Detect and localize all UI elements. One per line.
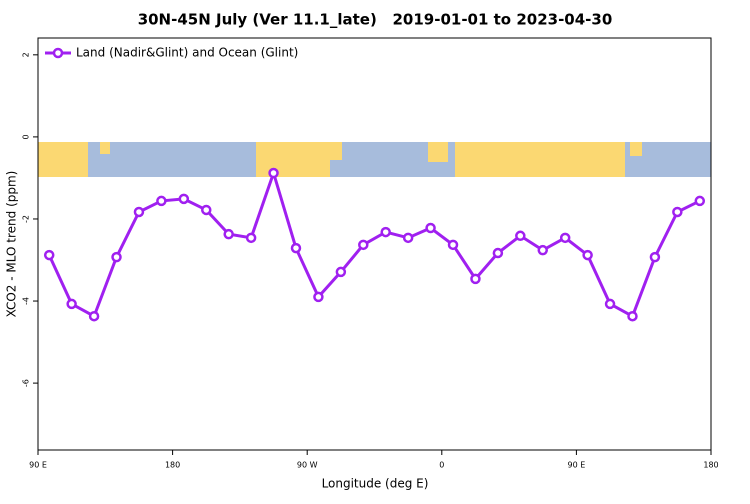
data-point <box>604 298 616 310</box>
legend-label: Land (Nadir&Glint) and Ocean (Glint) <box>76 46 298 60</box>
plot-frame <box>37 37 712 451</box>
data-point <box>313 291 324 303</box>
x-tick-label: 180 <box>165 461 180 470</box>
data-point <box>133 206 145 218</box>
data-point <box>245 232 257 244</box>
y-tick-label: 0 <box>22 134 31 139</box>
y-axis-label: XCO2 - MLO trend (ppm) <box>5 171 19 318</box>
data-point <box>582 249 593 261</box>
x-axis-label: Longitude (deg E) <box>322 477 429 491</box>
data-point <box>223 228 234 240</box>
data-point <box>201 204 212 216</box>
data-point <box>447 239 459 251</box>
data-point <box>178 193 190 205</box>
x-tick-label: 90 E <box>568 461 586 470</box>
data-point <box>470 273 481 285</box>
data-point <box>559 232 571 244</box>
chart-title: 30N-45N July (Ver 11.1_late) 2019-01-01 … <box>138 11 613 29</box>
data-point <box>649 251 661 263</box>
data-point <box>358 239 369 251</box>
data-point <box>380 226 391 238</box>
data-point <box>43 249 55 261</box>
data-point <box>402 232 414 244</box>
x-tick-label: 90 E <box>29 461 47 470</box>
y-tick-label: 2 <box>22 52 31 57</box>
map-strip <box>38 142 711 177</box>
data-point <box>672 206 683 218</box>
x-tick-label: 90 W <box>297 461 318 470</box>
data-point <box>111 251 122 263</box>
x-tick-label: 180 <box>703 461 718 470</box>
data-point <box>335 266 347 278</box>
data-point <box>627 310 638 322</box>
y-tick-label: -2 <box>22 215 31 223</box>
data-point <box>515 230 526 242</box>
data-point <box>492 247 504 259</box>
data-point <box>88 310 100 322</box>
data-point <box>290 242 302 254</box>
data-point <box>694 195 706 207</box>
y-tick-label: -6 <box>22 379 31 387</box>
data-point <box>537 244 548 256</box>
data-point <box>66 298 77 310</box>
legend-marker <box>52 47 64 59</box>
data-line <box>47 168 701 319</box>
data-point <box>425 222 436 234</box>
data-point <box>268 167 279 179</box>
x-tick-label: 0 <box>439 461 444 470</box>
data-point <box>156 195 167 207</box>
y-tick-label: -4 <box>22 297 31 305</box>
